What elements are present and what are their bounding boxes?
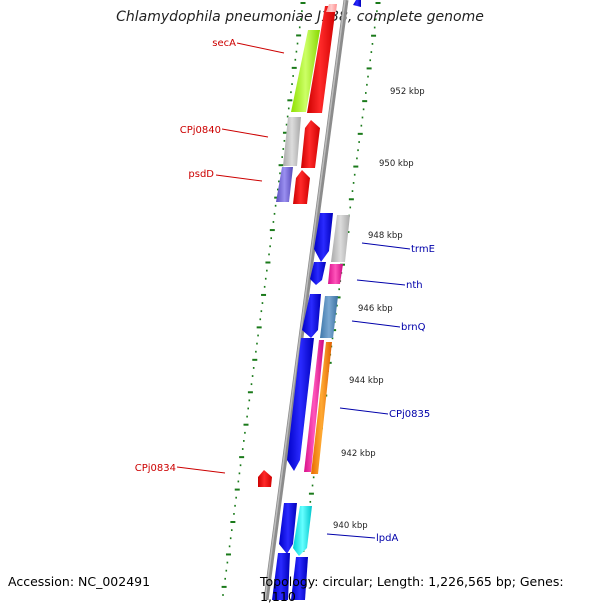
gene-nth-block (328, 264, 343, 284)
scale-label-942: 942 kbp (341, 449, 376, 459)
gene-arrow-blue (310, 262, 326, 285)
gene-label-cpj0840: CPj0840 (180, 125, 221, 136)
gene-arrow-blue (279, 503, 297, 554)
gene-arrow-red (307, 6, 336, 113)
gene-block-orange (311, 342, 332, 474)
gene-arrow-blue (272, 553, 290, 600)
gene-lpda-block (293, 506, 312, 556)
gene-cpj0840-block (283, 117, 301, 166)
genome-backbone (263, 0, 349, 600)
gene-psdd-block (276, 167, 293, 202)
scale-label-940: 940 kbp (333, 521, 368, 531)
gene-arrow-blue (302, 294, 321, 338)
accession-text: Accession: NC_002491 (8, 574, 151, 589)
gene-seca-block (291, 30, 320, 112)
left-tick-track (221, 2, 306, 596)
genome-backbone-highlight (264, 0, 346, 600)
map-title: Chlamydophila pneumoniae J138, complete … (116, 9, 484, 25)
gene-label-trme: trmE (411, 244, 435, 255)
gene-label-lpda: lpdA (376, 533, 398, 544)
forward-label-connectors (176, 42, 285, 474)
gene-arrow-red (301, 120, 320, 168)
gene-label-cpj0834: CPj0834 (135, 463, 176, 474)
gene-brnq-block (320, 296, 338, 338)
gene-arrow-red (293, 170, 310, 204)
gene-label-nth: nth (406, 280, 423, 291)
scale-label-950: 950 kbp (379, 159, 414, 169)
gene-cpj0834-arrow (258, 470, 272, 487)
gene-block-pink (326, 4, 337, 12)
gene-arrow-blue (353, 0, 361, 7)
gene-label-cpj0835: CPj0835 (389, 409, 430, 420)
gene-cpj0835-block (304, 340, 324, 472)
scale-label-944: 944 kbp (349, 376, 384, 386)
gene-arrow-blue (314, 213, 333, 262)
reverse-label-connectors (326, 242, 411, 539)
scale-label-952: 952 kbp (390, 87, 425, 97)
gene-label-psdd: psdD (188, 169, 214, 180)
scale-label-948: 948 kbp (368, 231, 403, 241)
gene-arrow-blue (287, 338, 314, 471)
scale-label-946: 946 kbp (358, 304, 393, 314)
gene-arrow-blue (291, 557, 308, 600)
gene-label-seca: secA (212, 38, 236, 49)
gene-label-brnq: brnQ (401, 322, 426, 333)
gene-trme-block (331, 215, 350, 262)
